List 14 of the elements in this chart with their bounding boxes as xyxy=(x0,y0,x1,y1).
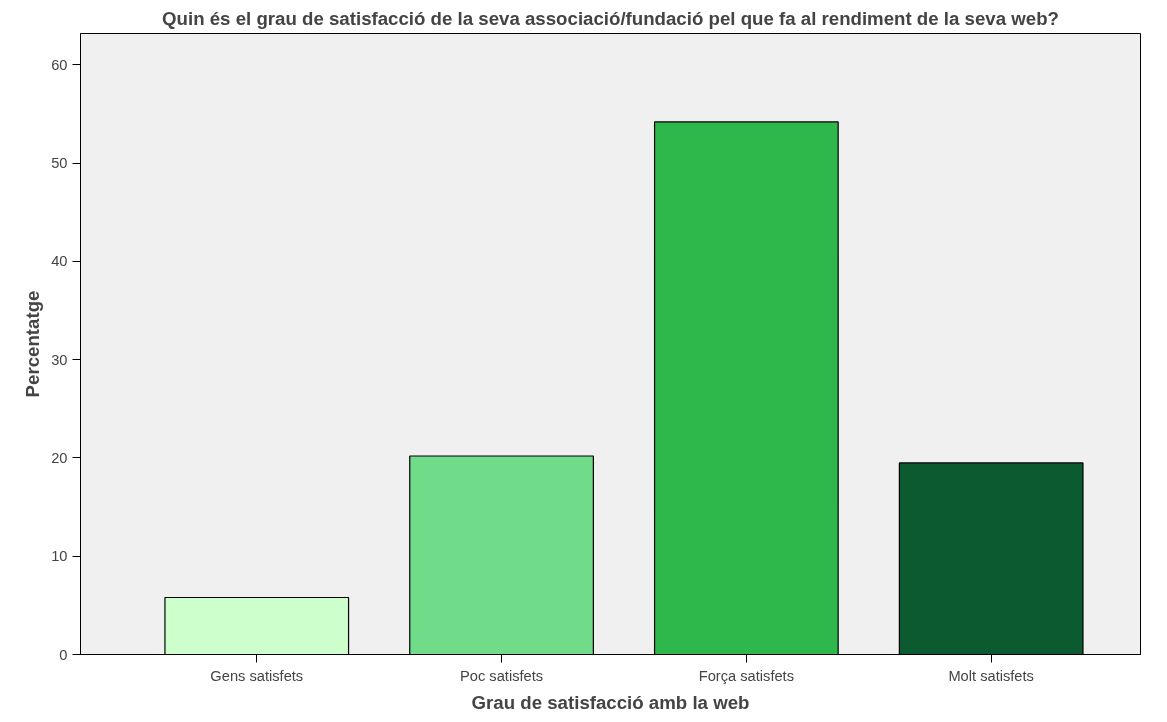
chart-title: Quin és el grau de satisfacció de la seva associació/fundació pel que fa al rendiment de la seva web? xyxy=(162,7,1059,29)
x-tick-label: Força satisfets xyxy=(698,667,795,684)
y-tick-label: 0 xyxy=(59,646,68,663)
y-tick-label: 10 xyxy=(51,548,68,565)
x-tick-label: Gens satisfets xyxy=(210,667,304,684)
y-tick-label: 40 xyxy=(51,253,68,270)
y-axis-title: Percentatge xyxy=(22,290,44,398)
x-axis-title: Grau de satisfacció amb la web xyxy=(471,691,750,713)
y-tick-label: 60 xyxy=(51,56,68,73)
x-tick-label: Molt satisfets xyxy=(948,667,1034,684)
y-tick-label: 50 xyxy=(51,155,68,172)
y-tick-label: 20 xyxy=(51,449,68,466)
y-tick-label: 30 xyxy=(51,351,68,368)
x-tick-label: Poc satisfets xyxy=(460,667,544,684)
